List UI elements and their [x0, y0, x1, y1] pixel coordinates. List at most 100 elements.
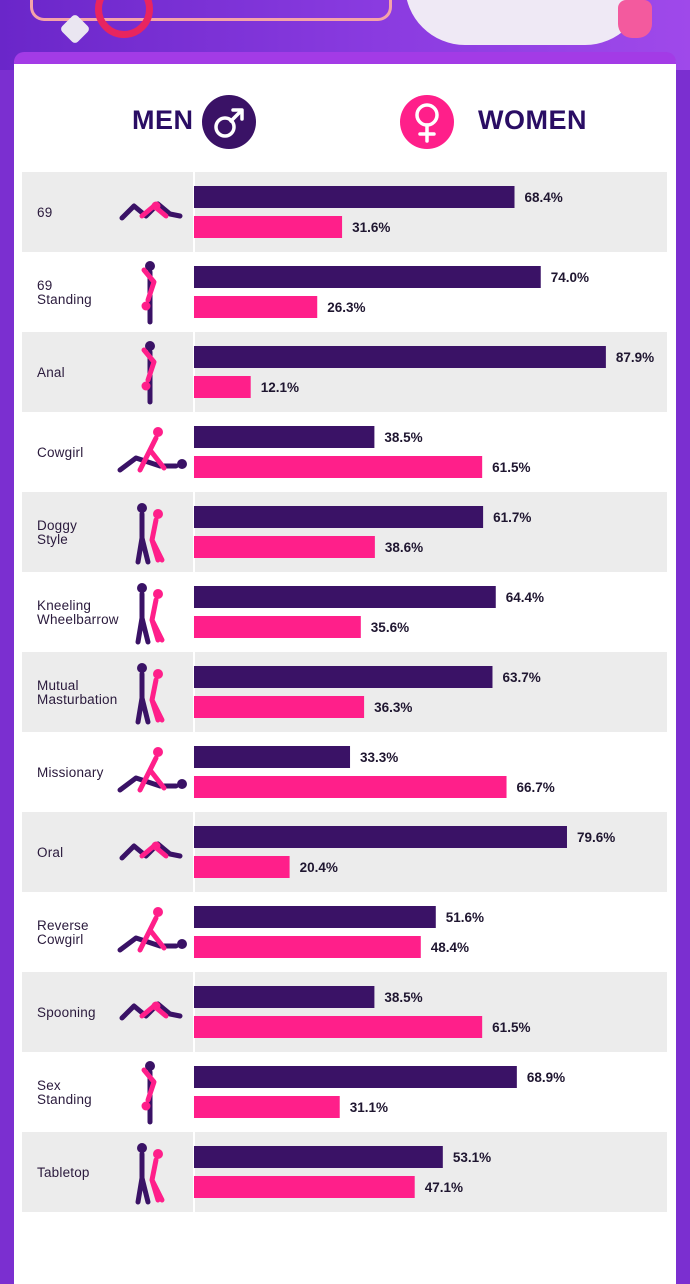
category-label: Kneeling [37, 598, 91, 613]
men-value-label: 53.1% [453, 1150, 491, 1165]
69-standing-position-icon [141, 261, 157, 325]
oral-position-icon [119, 841, 183, 861]
sex-standing-position-icon [141, 1061, 157, 1125]
women-bar [194, 1016, 483, 1038]
men-value-label: 38.5% [384, 990, 422, 1005]
women-value-label: 61.5% [492, 460, 530, 475]
men-bar [194, 1146, 443, 1168]
men-value-label: 68.9% [527, 1070, 565, 1085]
row-shade [22, 1132, 667, 1212]
legend-header: MEN WOMEN [132, 95, 586, 149]
ring-icon [95, 0, 153, 38]
men-bar [194, 1066, 517, 1088]
category-label: Oral [37, 845, 63, 860]
row-shade [22, 332, 667, 412]
row-shade [22, 812, 667, 892]
men-value-label: 64.4% [506, 590, 544, 605]
men-value-label: 33.3% [360, 750, 398, 765]
men-bar [194, 986, 375, 1008]
category-label: 69 [37, 278, 52, 293]
spooning-position-icon [119, 1001, 183, 1021]
table-row: Oral 79.6% 20.4% [22, 812, 667, 892]
category-label: Wheelbarrow [37, 612, 119, 627]
women-value-label: 47.1% [425, 1180, 463, 1195]
men-bar [194, 506, 484, 528]
category-label: Cowgirl [37, 445, 83, 460]
women-value-label: 36.3% [374, 700, 412, 715]
women-bar [194, 296, 318, 318]
category-label: Standing [37, 1092, 92, 1107]
men-bar [194, 666, 493, 688]
category-label: Spooning [37, 1005, 96, 1020]
men-bar [194, 906, 436, 928]
69-position-icon [119, 201, 183, 221]
women-bar [194, 616, 361, 638]
women-value-label: 31.6% [352, 220, 390, 235]
women-bar [194, 216, 343, 238]
men-value-label: 51.6% [446, 910, 484, 925]
women-bar [194, 536, 375, 558]
women-bar [194, 1096, 340, 1118]
women-value-label: 35.6% [371, 620, 409, 635]
category-label: Anal [37, 365, 65, 380]
men-value-label: 63.7% [502, 670, 540, 685]
men-bar [194, 186, 515, 208]
women-value-label: 26.3% [327, 300, 365, 315]
men-bar [194, 426, 375, 448]
women-bar [194, 776, 507, 798]
men-bar [194, 266, 541, 288]
tabletop-position-icon [135, 1143, 165, 1205]
men-value-label: 38.5% [384, 430, 422, 445]
men-value-label: 68.4% [525, 190, 563, 205]
women-value-label: 48.4% [431, 940, 469, 955]
women-value-label: 38.6% [385, 540, 423, 555]
category-label: Mutual [37, 678, 79, 693]
female-symbol-icon [400, 95, 454, 149]
men-bar [194, 346, 606, 368]
male-symbol-icon [202, 95, 256, 149]
men-bar [194, 586, 496, 608]
category-label: Masturbation [37, 692, 117, 707]
men-bar [194, 746, 351, 768]
decorative-frame [30, 0, 392, 21]
row-shade [22, 492, 667, 572]
table-row: Anal 87.9% 12.1% [22, 332, 667, 412]
women-value-label: 12.1% [261, 380, 299, 395]
missionary-position-icon [117, 747, 187, 793]
category-label: Cowgirl [37, 932, 83, 947]
men-bar [194, 826, 567, 848]
category-label: 69 [37, 205, 52, 220]
women-bar [194, 936, 421, 958]
category-label: Sex [37, 1078, 61, 1093]
women-value-label: 66.7% [517, 780, 555, 795]
legend-men-label: MEN [132, 105, 194, 135]
men-value-label: 61.7% [493, 510, 531, 525]
women-bar [194, 1176, 415, 1198]
row-shade [22, 972, 667, 1052]
women-bar [194, 376, 251, 398]
women-value-label: 20.4% [300, 860, 338, 875]
category-label: Standing [37, 292, 92, 307]
category-label: Doggy [37, 518, 77, 533]
table-row: Missionary 33.3% 66.7% [37, 732, 555, 812]
category-label: Style [37, 532, 68, 547]
women-bar [194, 856, 290, 878]
doggy-style-position-icon [135, 503, 165, 565]
bar-chart: MEN WOMEN 69 68.4% 31.6% 69Standing74.0%26.… [22, 95, 667, 1227]
category-label: Reverse [37, 918, 89, 933]
anal-position-icon [141, 341, 157, 405]
men-value-label: 79.6% [577, 830, 615, 845]
women-bar [194, 696, 365, 718]
women-value-label: 61.5% [492, 1020, 530, 1035]
category-label: Tabletop [37, 1165, 90, 1180]
men-value-label: 87.9% [616, 350, 654, 365]
table-row: 69 68.4% 31.6% [22, 172, 667, 252]
cowgirl-position-icon [117, 427, 187, 473]
women-value-label: 31.1% [350, 1100, 388, 1115]
